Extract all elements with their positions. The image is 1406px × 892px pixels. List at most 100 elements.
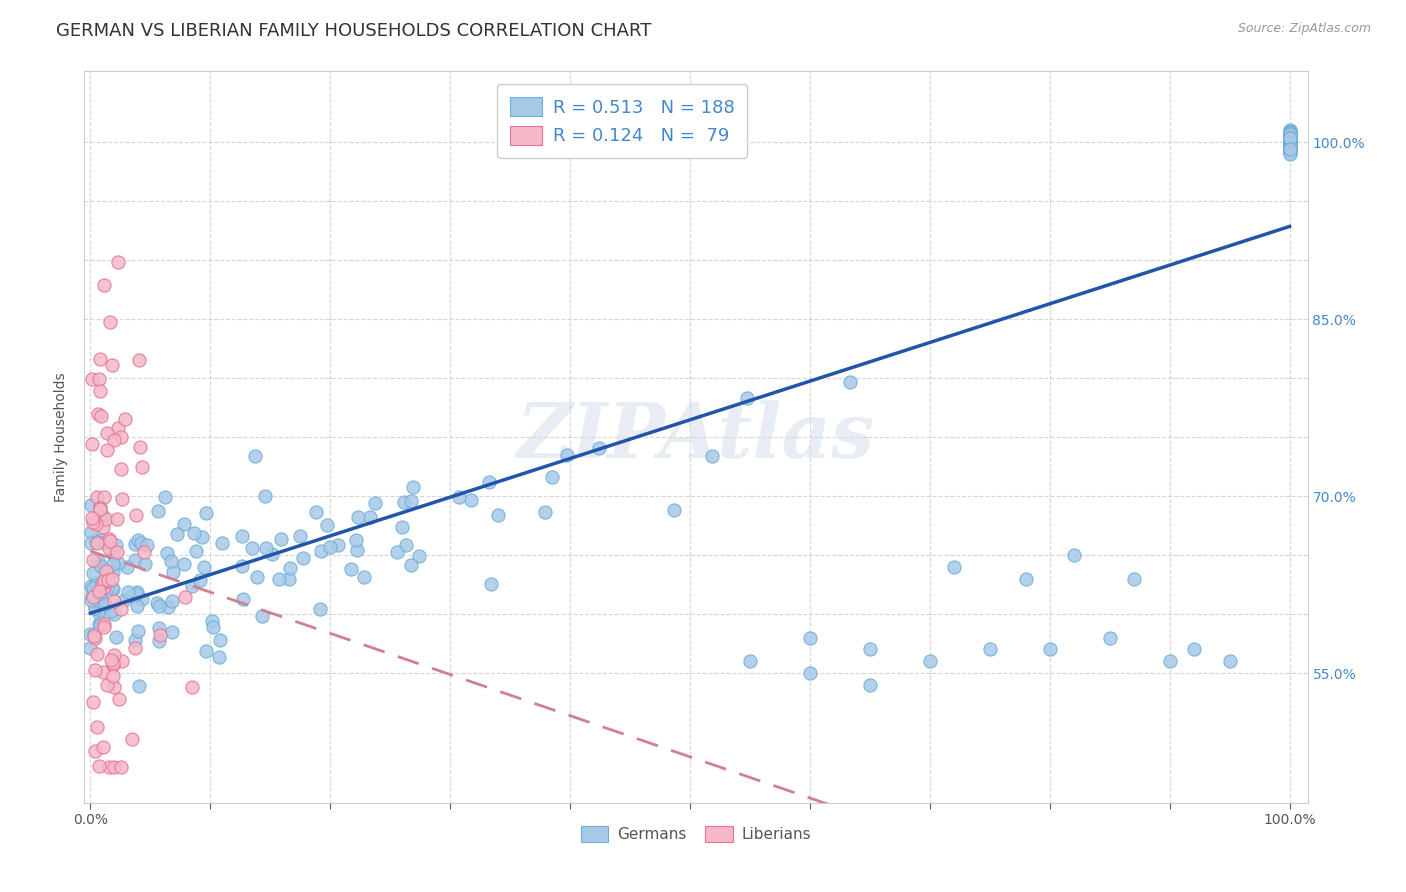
Legend: Germans, Liberians: Germans, Liberians <box>574 818 818 850</box>
Point <box>1278 132 1301 146</box>
Point <box>346 542 368 557</box>
Point <box>340 561 363 575</box>
Point <box>98 534 121 549</box>
Point <box>278 572 301 586</box>
Point <box>91 594 114 608</box>
Point <box>131 591 153 606</box>
Point <box>82 695 104 709</box>
Point <box>533 505 555 519</box>
Point <box>89 351 111 366</box>
Point <box>173 516 195 531</box>
Point <box>128 679 150 693</box>
Point <box>83 627 105 641</box>
Point <box>1278 135 1301 149</box>
Point <box>1219 654 1241 668</box>
Point <box>1278 132 1301 146</box>
Point <box>859 678 882 692</box>
Point <box>100 572 122 586</box>
Point <box>395 538 418 552</box>
Point <box>101 358 124 372</box>
Point <box>83 600 105 615</box>
Point <box>96 425 118 440</box>
Point <box>838 375 860 389</box>
Point <box>107 254 129 268</box>
Point <box>1278 137 1301 152</box>
Point <box>1278 131 1301 145</box>
Point <box>1278 145 1301 160</box>
Point <box>96 677 118 691</box>
Point <box>1278 125 1301 139</box>
Point <box>408 549 430 563</box>
Point <box>132 545 155 559</box>
Point <box>231 529 253 543</box>
Point <box>84 516 107 531</box>
Point <box>100 653 122 667</box>
Point <box>86 647 108 661</box>
Point <box>270 533 292 547</box>
Point <box>291 551 314 566</box>
Point <box>1278 132 1301 146</box>
Point <box>87 583 110 598</box>
Point <box>110 461 132 475</box>
Point <box>1278 140 1301 154</box>
Point <box>1278 131 1301 145</box>
Point <box>82 437 104 451</box>
Point <box>738 654 761 668</box>
Point <box>104 538 127 552</box>
Point <box>129 440 152 454</box>
Point <box>90 409 112 423</box>
Point <box>662 502 685 516</box>
Point <box>103 557 125 571</box>
Point <box>1278 128 1301 142</box>
Point <box>1098 631 1121 645</box>
Point <box>700 449 723 463</box>
Point <box>110 760 132 774</box>
Point <box>278 561 301 575</box>
Point <box>93 277 115 292</box>
Point <box>1278 141 1301 155</box>
Point <box>209 632 232 647</box>
Point <box>557 448 579 462</box>
Point <box>101 656 124 670</box>
Point <box>146 504 169 518</box>
Point <box>110 430 132 444</box>
Point <box>111 491 134 506</box>
Point <box>305 505 328 519</box>
Point <box>1039 642 1062 657</box>
Point <box>385 545 408 559</box>
Point <box>93 616 115 631</box>
Point <box>121 589 143 603</box>
Point <box>188 573 211 587</box>
Point <box>364 496 387 510</box>
Point <box>1015 572 1038 586</box>
Point <box>94 599 117 614</box>
Point <box>87 758 110 772</box>
Point <box>125 585 148 599</box>
Point <box>1278 136 1301 150</box>
Point <box>1278 132 1301 146</box>
Point <box>93 535 115 549</box>
Point <box>127 533 149 547</box>
Point <box>156 599 179 614</box>
Point <box>124 537 146 551</box>
Point <box>83 663 105 677</box>
Point <box>96 565 118 579</box>
Point <box>108 692 131 706</box>
Point <box>799 666 821 681</box>
Point <box>80 511 103 525</box>
Point <box>103 433 125 447</box>
Point <box>82 566 104 580</box>
Point <box>166 526 188 541</box>
Point <box>94 565 117 579</box>
Point <box>110 602 132 616</box>
Point <box>240 541 263 555</box>
Point <box>1278 131 1301 145</box>
Point <box>254 541 277 555</box>
Point <box>1278 124 1301 138</box>
Point <box>859 642 882 657</box>
Point <box>359 509 381 524</box>
Point <box>101 658 124 673</box>
Point <box>449 491 471 505</box>
Point <box>86 593 108 607</box>
Point <box>194 506 217 520</box>
